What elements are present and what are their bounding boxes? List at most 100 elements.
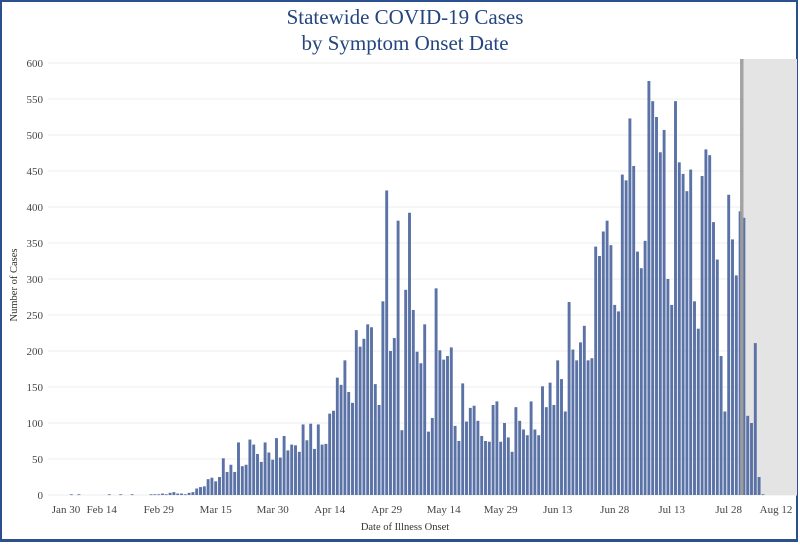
bar	[712, 222, 715, 495]
bar	[237, 442, 240, 495]
bar	[495, 401, 499, 495]
bar	[522, 429, 525, 495]
y-tick-label: 250	[27, 310, 44, 322]
bar	[677, 162, 681, 496]
shaded-region-edge	[740, 59, 744, 495]
bar	[632, 165, 636, 495]
bar	[77, 494, 81, 496]
bar	[282, 435, 286, 495]
bar	[674, 101, 677, 495]
y-tick-label: 200	[27, 346, 44, 358]
bar	[210, 477, 214, 495]
bar	[225, 471, 229, 495]
x-tick-label: Feb 29	[144, 504, 175, 516]
bar	[107, 494, 111, 496]
bar	[613, 304, 617, 495]
bar	[484, 441, 487, 495]
y-tick-label: 450	[27, 166, 44, 178]
bar	[419, 363, 423, 495]
bar	[480, 435, 484, 495]
bar	[636, 251, 639, 495]
bar	[453, 425, 457, 495]
bar	[294, 445, 297, 495]
bar	[305, 440, 309, 495]
bar	[427, 431, 430, 495]
bar	[624, 180, 628, 496]
x-tick-label: Jul 28	[715, 504, 742, 516]
bar	[651, 101, 655, 495]
y-tick-label: 150	[27, 382, 44, 394]
bar	[286, 450, 290, 495]
y-axis-label: Number of Cases	[9, 249, 20, 322]
bar	[214, 481, 218, 495]
bar	[670, 304, 674, 495]
bar	[366, 324, 370, 495]
bar	[647, 81, 651, 495]
bar	[206, 479, 210, 495]
bar	[761, 494, 765, 496]
bar	[381, 301, 385, 495]
bar	[586, 360, 590, 495]
bar	[662, 129, 666, 495]
bar	[750, 423, 753, 495]
bar	[601, 231, 605, 496]
bar	[130, 494, 134, 496]
bar	[221, 458, 225, 495]
bar	[347, 392, 351, 495]
bar	[320, 444, 324, 495]
bar	[415, 351, 419, 495]
bar	[244, 464, 248, 495]
bar	[313, 448, 316, 495]
y-tick-label: 350	[27, 238, 44, 250]
bar	[529, 401, 533, 495]
bar	[301, 424, 305, 495]
bar	[525, 435, 529, 495]
y-tick-label: 100	[27, 418, 44, 430]
bar	[472, 405, 476, 495]
bar	[385, 190, 389, 495]
bar	[556, 360, 560, 495]
x-tick-label: Jun 28	[600, 504, 630, 516]
bar	[370, 327, 373, 495]
bar	[628, 118, 632, 495]
bar	[575, 360, 579, 495]
x-axis-label: Date of Illness Onset	[361, 522, 449, 533]
bar	[537, 435, 541, 495]
bar	[693, 301, 696, 495]
bar	[442, 359, 446, 495]
bar	[335, 377, 339, 495]
bar	[343, 360, 347, 495]
bar	[734, 275, 738, 495]
bar	[476, 420, 480, 495]
x-axis-ticks: Jan 30 Feb 14 Feb 29 Mar 15 Mar 30 Apr 14 Apr …	[52, 504, 793, 516]
bar	[218, 477, 221, 495]
bar	[240, 466, 244, 495]
bar	[164, 494, 168, 496]
shaded-region	[742, 59, 797, 495]
bar	[514, 407, 518, 495]
bar	[506, 437, 510, 495]
bar	[233, 471, 237, 495]
bar	[704, 149, 708, 495]
bar	[411, 309, 415, 495]
bar	[708, 155, 712, 495]
bar	[552, 405, 556, 495]
bar	[271, 459, 275, 495]
bar	[180, 493, 183, 495]
shaded-region-fill	[742, 59, 797, 495]
bar	[696, 328, 700, 495]
bar	[392, 338, 396, 495]
bar	[161, 493, 164, 495]
bar	[183, 494, 187, 496]
bar	[655, 117, 658, 495]
bar	[620, 174, 624, 495]
bar	[658, 152, 662, 495]
bar	[491, 405, 495, 495]
bar	[639, 268, 643, 495]
x-tick-label: Apr 29	[371, 504, 402, 516]
bar	[404, 289, 408, 495]
bar	[324, 443, 328, 495]
bar	[153, 494, 157, 496]
bar	[309, 423, 313, 495]
